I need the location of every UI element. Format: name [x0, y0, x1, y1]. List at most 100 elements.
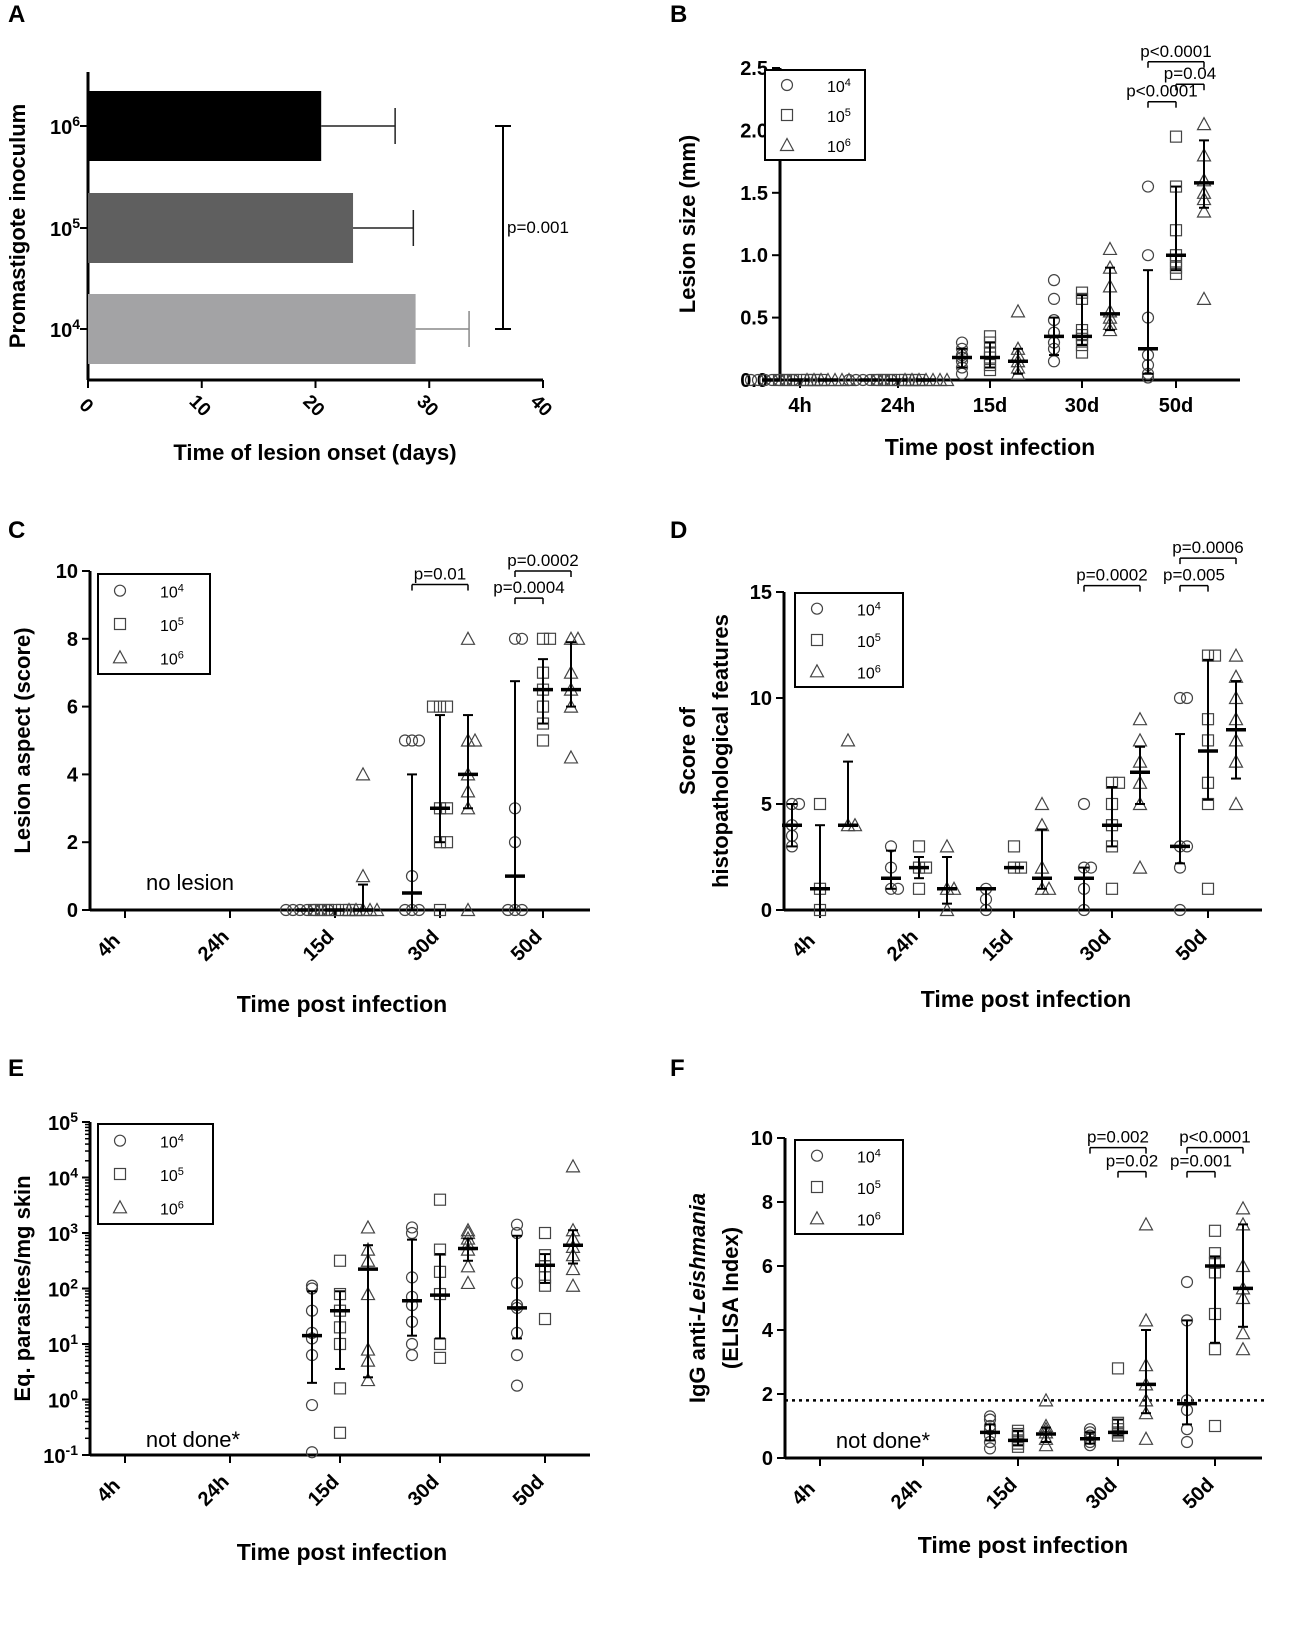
- data-point: [912, 840, 926, 853]
- data-point: [508, 632, 522, 645]
- x-tick-label: 20: [298, 391, 328, 421]
- series-10^5: [307, 632, 557, 917]
- panel-label-D: D: [670, 517, 687, 544]
- data-point: [305, 1398, 319, 1412]
- x-tick-label: 4h: [788, 1478, 820, 1510]
- x-tick-label: 30d: [404, 926, 444, 966]
- data-point: [307, 903, 321, 917]
- y-tick-label: 2: [762, 1384, 773, 1406]
- data-point: [983, 1410, 997, 1423]
- data-point: [939, 838, 955, 853]
- data-point: [405, 734, 419, 747]
- data-point: [1196, 291, 1212, 305]
- data-point: [1047, 292, 1061, 305]
- data-point: [433, 1351, 447, 1364]
- data-point: [538, 1312, 552, 1326]
- data-point: [1180, 691, 1194, 705]
- y-tick-label: 0: [762, 1448, 773, 1470]
- x-tick-label: 0: [75, 395, 97, 417]
- data-point: [565, 1261, 581, 1276]
- data-point: [543, 632, 557, 645]
- data-point: [1173, 903, 1187, 917]
- data-point: [563, 749, 579, 764]
- data-point: [398, 734, 412, 747]
- category-label: 104: [50, 316, 80, 342]
- series-10^6: [799, 116, 1214, 387]
- panel-label-E: E: [8, 1055, 24, 1082]
- data-point: [536, 632, 550, 645]
- data-point: [426, 700, 440, 713]
- legend-label: 106: [160, 1199, 184, 1218]
- data-point: [1047, 274, 1061, 287]
- legend-label: 104: [160, 583, 184, 602]
- data-point: [772, 373, 786, 387]
- y-tick-label: 10-1: [43, 1442, 78, 1468]
- data-point: [405, 1221, 419, 1234]
- data-point: [1169, 130, 1183, 143]
- x-tick-label: 30: [412, 391, 442, 421]
- data-point: [983, 1442, 997, 1455]
- data-point: [1105, 882, 1119, 895]
- x-axis-title: Time of lesion onset (days): [173, 440, 456, 465]
- data-point: [570, 631, 586, 645]
- chart-E: 10-1 100 101 102 103 104 105 4h 24h 15d 30d 50d Time…: [10, 1109, 590, 1565]
- y-axis-title: Lesion size (mm): [675, 135, 700, 313]
- data-point: [510, 1379, 524, 1392]
- legend-label: 105: [160, 1166, 184, 1185]
- x-tick-label: 4h: [93, 1475, 125, 1507]
- data-point: [341, 902, 357, 917]
- category-label: 105: [50, 215, 80, 241]
- p-value-label: p=0.02: [1106, 1152, 1158, 1171]
- data-point: [809, 663, 825, 678]
- y-tick-label: 0.5: [740, 308, 768, 330]
- series-10^4: [782, 691, 1194, 917]
- y-tick-label: 105: [48, 1109, 78, 1135]
- data-point: [433, 700, 447, 713]
- x-tick-label: 24h: [883, 926, 923, 966]
- series-10^5: [810, 649, 1222, 917]
- x-tick-label: 30d: [1065, 395, 1099, 417]
- y-tick-label: 10: [56, 561, 78, 583]
- x-tick-label: 15d: [978, 926, 1018, 966]
- x-tick-label: 40: [526, 391, 556, 421]
- y-axis-title-line2: histopathological features: [708, 614, 733, 888]
- x-tick-label: 24h: [194, 1471, 234, 1511]
- series-10^6: [838, 647, 1246, 917]
- data-point: [460, 1258, 476, 1273]
- x-tick-label: 15d: [973, 395, 1007, 417]
- data-point: [1208, 649, 1222, 662]
- data-point: [1112, 776, 1126, 789]
- x-tick-label: 4h: [788, 395, 811, 417]
- p-value-label: p=0.0004: [493, 578, 564, 597]
- data-point: [1173, 691, 1187, 705]
- legend: 104 105 106: [794, 592, 904, 688]
- data-point: [1196, 116, 1212, 131]
- data-point: [1208, 1419, 1222, 1433]
- data-point: [780, 108, 794, 122]
- chart-A: 106 105 104 0 10 20 30 40 Time of lesion onset (…: [5, 72, 569, 465]
- data-point: [1141, 180, 1155, 193]
- data-point: [1235, 1341, 1251, 1356]
- data-point: [939, 372, 955, 387]
- data-point: [112, 1199, 128, 1214]
- y-tick-label: 102: [48, 1276, 78, 1302]
- legend-label: 106: [857, 1210, 881, 1229]
- legend-label: 104: [160, 1133, 184, 1152]
- y-tick-label: 6: [762, 1256, 773, 1278]
- series-10^4: [302, 1218, 527, 1459]
- y-tick-label: 2: [67, 832, 78, 854]
- data-point: [440, 700, 454, 713]
- x-tick-label: 30d: [404, 1471, 444, 1511]
- data-point: [1141, 249, 1155, 262]
- data-point: [113, 1167, 127, 1181]
- x-tick-label: 30d: [1076, 926, 1116, 966]
- legend-label: 106: [827, 137, 851, 156]
- p-value-label: p=0.002: [1087, 1128, 1149, 1147]
- x-tick-label: 30d: [1082, 1474, 1122, 1514]
- data-point: [1208, 1343, 1222, 1356]
- data-point: [460, 631, 476, 645]
- data-point: [1132, 711, 1148, 726]
- y-axis-title: Promastigote inoculum: [5, 104, 30, 348]
